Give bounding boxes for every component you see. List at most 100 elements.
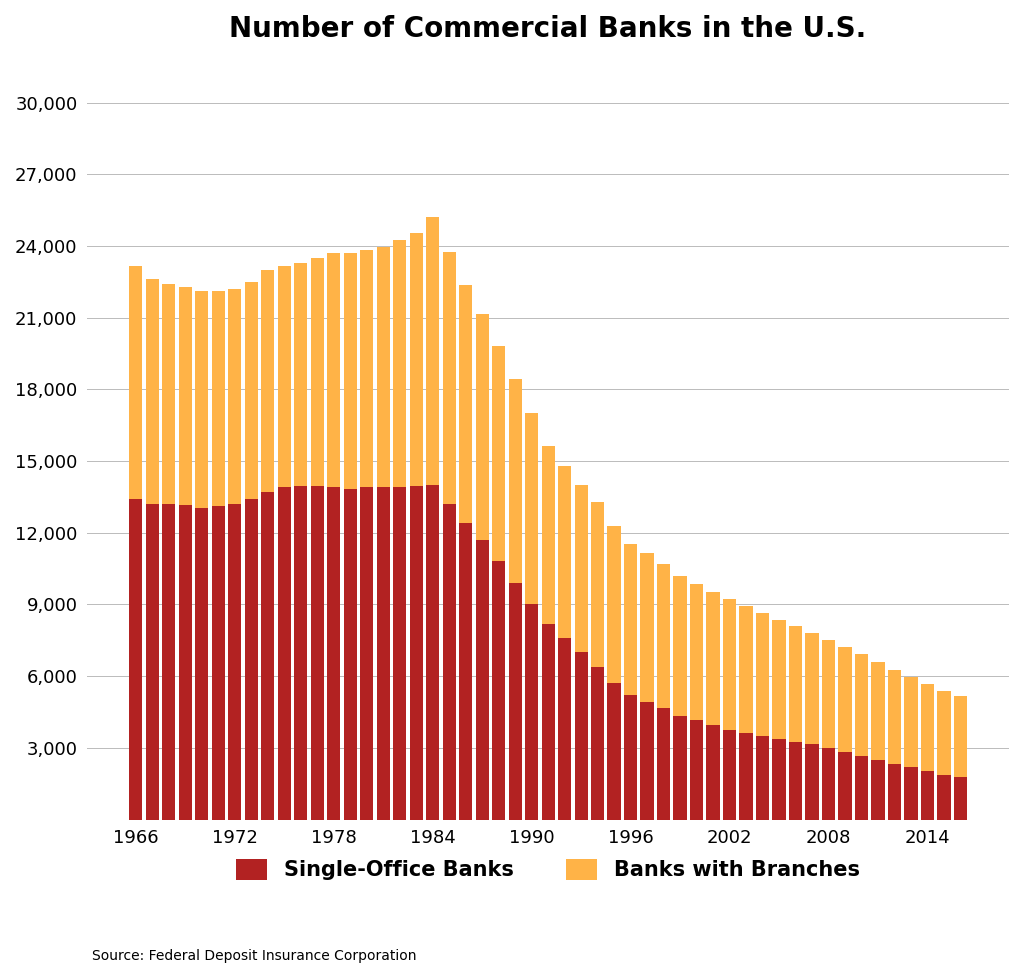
Bar bbox=[624, 695, 637, 820]
Bar bbox=[756, 613, 769, 736]
Bar bbox=[723, 600, 736, 730]
Bar bbox=[492, 346, 505, 562]
Bar bbox=[640, 553, 653, 702]
Bar bbox=[542, 624, 555, 820]
Bar bbox=[162, 504, 175, 820]
Bar bbox=[228, 289, 242, 504]
Bar bbox=[574, 652, 588, 820]
Bar bbox=[558, 466, 571, 638]
Bar bbox=[542, 446, 555, 624]
Bar bbox=[459, 524, 472, 820]
Bar bbox=[509, 378, 521, 583]
Bar bbox=[212, 292, 225, 506]
Bar bbox=[360, 250, 374, 488]
Bar bbox=[806, 633, 818, 744]
Bar bbox=[196, 508, 208, 820]
Bar bbox=[855, 654, 868, 757]
Bar bbox=[855, 757, 868, 820]
Bar bbox=[426, 217, 439, 485]
Bar bbox=[261, 270, 274, 492]
Bar bbox=[178, 505, 191, 820]
Bar bbox=[954, 696, 967, 777]
Bar bbox=[459, 286, 472, 524]
Bar bbox=[475, 540, 488, 820]
Bar bbox=[294, 487, 307, 820]
Bar bbox=[921, 684, 934, 771]
Bar bbox=[310, 258, 324, 487]
Bar bbox=[707, 725, 720, 820]
Bar bbox=[888, 670, 901, 763]
Bar bbox=[591, 667, 604, 820]
Bar bbox=[756, 736, 769, 820]
Bar bbox=[344, 254, 356, 488]
Bar bbox=[509, 583, 521, 820]
Bar bbox=[525, 413, 539, 604]
Bar bbox=[954, 777, 967, 820]
Bar bbox=[228, 504, 242, 820]
Bar bbox=[360, 488, 374, 820]
Bar bbox=[674, 716, 687, 820]
Bar bbox=[278, 488, 291, 820]
Bar bbox=[657, 709, 670, 820]
Title: Number of Commercial Banks in the U.S.: Number of Commercial Banks in the U.S. bbox=[229, 15, 866, 43]
Bar bbox=[772, 620, 785, 739]
Bar bbox=[707, 592, 720, 725]
Bar bbox=[294, 262, 307, 487]
Bar bbox=[558, 638, 571, 820]
Bar bbox=[426, 485, 439, 820]
Bar bbox=[871, 760, 885, 820]
Bar bbox=[822, 640, 836, 749]
Bar bbox=[904, 677, 918, 767]
Bar bbox=[839, 752, 852, 820]
Bar bbox=[377, 248, 390, 488]
Bar bbox=[377, 488, 390, 820]
Bar bbox=[393, 488, 407, 820]
Bar bbox=[327, 254, 340, 488]
Bar bbox=[871, 662, 885, 761]
Bar bbox=[475, 314, 488, 540]
Bar bbox=[723, 730, 736, 820]
Bar bbox=[178, 287, 191, 505]
Bar bbox=[212, 506, 225, 820]
Text: Source: Federal Deposit Insurance Corporation: Source: Federal Deposit Insurance Corpor… bbox=[92, 950, 417, 963]
Bar bbox=[690, 721, 703, 820]
Bar bbox=[607, 683, 621, 820]
Bar bbox=[442, 252, 456, 504]
Bar bbox=[772, 739, 785, 820]
Bar bbox=[690, 584, 703, 721]
Bar bbox=[739, 733, 753, 820]
Bar bbox=[591, 502, 604, 667]
Bar bbox=[788, 626, 802, 742]
Bar bbox=[145, 504, 159, 820]
Bar bbox=[129, 499, 142, 820]
Bar bbox=[525, 604, 539, 820]
Bar bbox=[674, 576, 687, 716]
Bar bbox=[344, 488, 356, 820]
Bar bbox=[788, 742, 802, 820]
Bar bbox=[640, 702, 653, 820]
Bar bbox=[607, 526, 621, 683]
Bar bbox=[624, 543, 637, 695]
Bar bbox=[839, 647, 852, 752]
Bar bbox=[410, 487, 423, 820]
Bar bbox=[410, 233, 423, 487]
Bar bbox=[393, 240, 407, 488]
Bar bbox=[162, 284, 175, 504]
Bar bbox=[129, 266, 142, 499]
Bar bbox=[657, 564, 670, 709]
Bar bbox=[937, 775, 950, 820]
Bar bbox=[937, 690, 950, 775]
Bar bbox=[245, 499, 258, 820]
Bar bbox=[739, 606, 753, 733]
Bar bbox=[261, 492, 274, 820]
Bar bbox=[822, 749, 836, 820]
Bar bbox=[806, 744, 818, 820]
Bar bbox=[921, 771, 934, 820]
Bar bbox=[310, 487, 324, 820]
Bar bbox=[904, 767, 918, 820]
Bar bbox=[574, 486, 588, 652]
Bar bbox=[278, 266, 291, 488]
Bar bbox=[888, 763, 901, 820]
Bar bbox=[245, 282, 258, 499]
Bar bbox=[327, 488, 340, 820]
